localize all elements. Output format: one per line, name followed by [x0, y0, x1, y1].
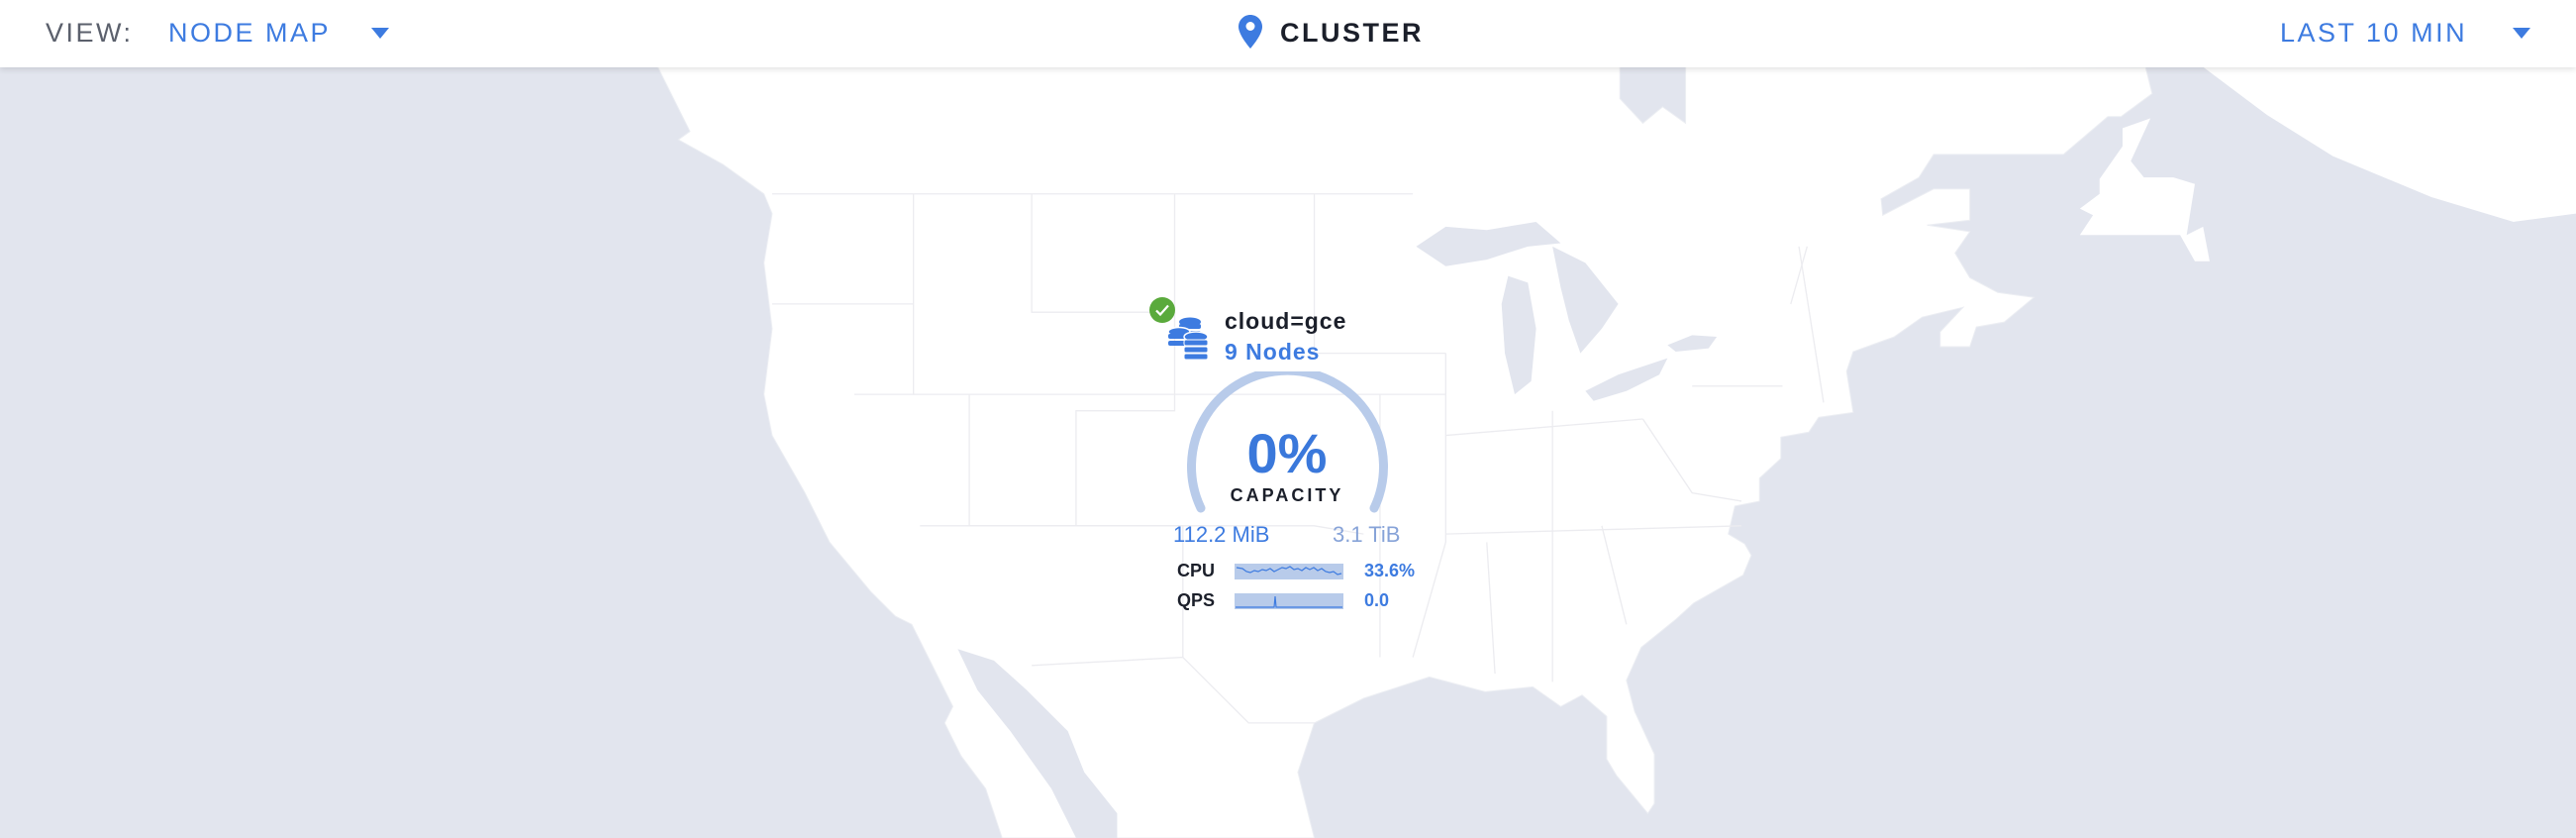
view-label: VIEW: — [46, 18, 134, 48]
top-bar: VIEW: NODE MAP CLUSTER LAST 10 MIN — [0, 0, 2576, 67]
newfoundland — [2079, 118, 2210, 262]
cpu-value: 33.6% — [1364, 561, 1416, 580]
lake-michigan — [1501, 275, 1536, 395]
locality-label: cloud=gce — [1225, 308, 1347, 334]
view-dropdown-caret-icon[interactable] — [371, 28, 389, 39]
gulf-of-california — [957, 649, 1118, 838]
lake-huron — [1552, 246, 1619, 354]
labrador — [2201, 65, 2576, 222]
used-capacity: 112.2 MiB — [1173, 522, 1270, 547]
qps-sparkline — [1235, 593, 1343, 609]
north-america-landmass — [599, 64, 2153, 838]
capacity-label: CAPACITY — [1230, 485, 1344, 505]
page-title: CLUSTER — [1280, 18, 1424, 48]
time-range-caret-icon[interactable] — [2513, 28, 2530, 39]
database-stack-icon — [1168, 317, 1209, 361]
cpu-label: CPU — [1177, 561, 1216, 580]
lake-erie — [1585, 358, 1668, 401]
map-pin-icon — [1238, 15, 1262, 49]
view-selector[interactable]: NODE MAP — [168, 18, 332, 48]
total-capacity: 3.1 TiB — [1333, 522, 1401, 547]
qps-label: QPS — [1177, 590, 1216, 610]
capacity-percent: 0% — [1246, 422, 1328, 484]
node-count: 9 Nodes — [1225, 339, 1321, 365]
capacity-gauge — [1187, 371, 1388, 513]
lake-superior — [1416, 221, 1561, 266]
time-range-selector[interactable]: LAST 10 MIN — [2280, 18, 2468, 48]
lake-ontario — [1667, 335, 1718, 352]
qps-value: 0.0 — [1364, 590, 1390, 610]
cpu-sparkline — [1235, 564, 1343, 579]
check-circle-icon — [1149, 297, 1175, 323]
